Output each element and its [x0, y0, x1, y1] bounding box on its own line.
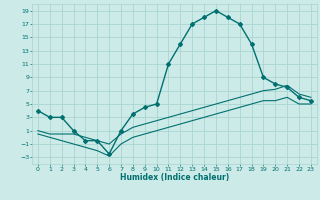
X-axis label: Humidex (Indice chaleur): Humidex (Indice chaleur)	[120, 173, 229, 182]
